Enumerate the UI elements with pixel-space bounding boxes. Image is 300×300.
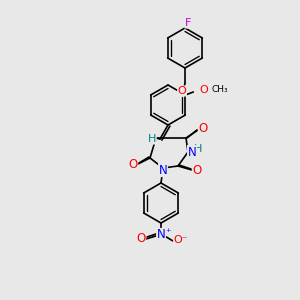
Text: CH₃: CH₃ xyxy=(211,85,228,94)
Text: ⁺: ⁺ xyxy=(165,228,170,238)
Text: O: O xyxy=(199,85,208,95)
Text: O: O xyxy=(178,86,186,96)
Text: O: O xyxy=(136,232,146,245)
Text: H: H xyxy=(148,134,156,144)
Text: N: N xyxy=(188,146,196,158)
Text: O: O xyxy=(128,158,138,170)
Text: N: N xyxy=(159,164,167,176)
Text: N: N xyxy=(157,229,165,242)
Text: F: F xyxy=(185,18,191,28)
Text: O: O xyxy=(198,122,208,134)
Text: O⁻: O⁻ xyxy=(174,235,188,245)
Text: O: O xyxy=(192,164,202,176)
Text: H: H xyxy=(194,144,202,154)
